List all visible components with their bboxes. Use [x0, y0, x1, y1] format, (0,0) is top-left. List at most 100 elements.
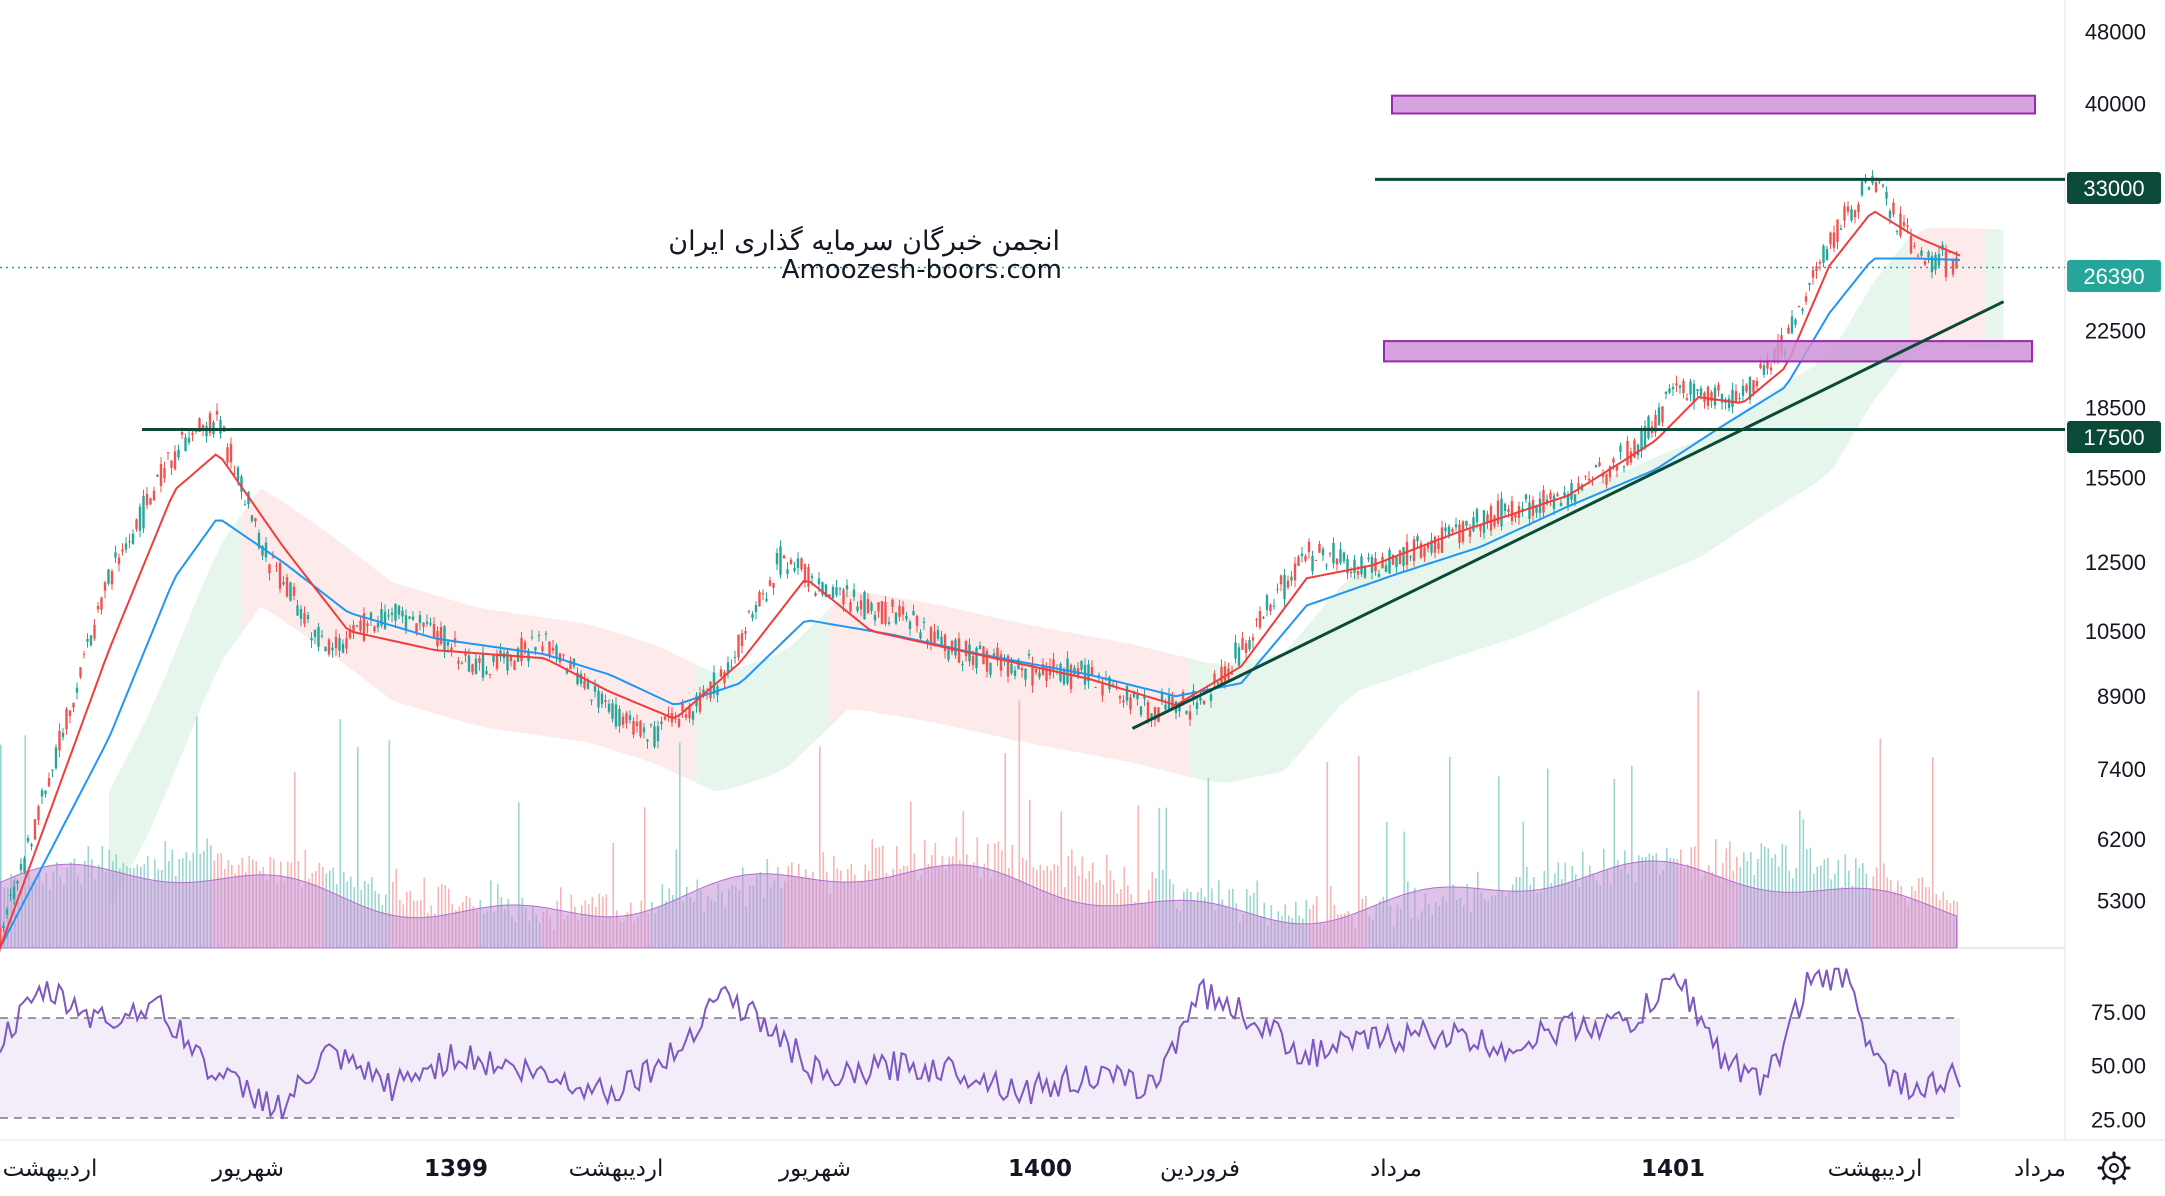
cloud-segment — [1018, 622, 1038, 745]
candle-body — [163, 468, 166, 479]
candle-body — [156, 475, 159, 477]
plot-background — [0, 0, 2065, 1196]
candle-body — [961, 664, 964, 666]
candle-body — [320, 635, 324, 637]
candle-body — [180, 432, 184, 435]
candle-body — [1738, 398, 1741, 400]
candle — [1031, 656, 1034, 693]
candle-body — [583, 680, 586, 689]
candle-body — [348, 629, 352, 639]
candle-body — [429, 623, 432, 625]
candle-body — [1146, 702, 1150, 722]
volume-bar — [294, 771, 296, 948]
candle — [1335, 558, 1339, 571]
candle — [303, 606, 306, 628]
candle — [432, 617, 436, 638]
candle — [807, 563, 810, 593]
cloud-segment — [904, 598, 924, 721]
candle — [1286, 575, 1290, 590]
candle-body — [369, 612, 373, 620]
settings-gear-icon[interactable] — [2097, 1151, 2131, 1185]
candle — [61, 728, 65, 741]
candle-body — [1020, 668, 1024, 671]
candle — [439, 621, 443, 646]
candle — [317, 623, 320, 652]
volume-bar — [1326, 762, 1329, 948]
time-axis[interactable]: اردیبهشت شهریور 1399 اردیبهشت شهریور 1400 فرور… — [3, 1156, 2066, 1182]
candle-body — [803, 564, 807, 583]
candle — [268, 563, 271, 581]
candle-body — [1346, 558, 1349, 574]
candle-body — [1927, 251, 1930, 258]
candle — [849, 598, 852, 615]
candle-body — [1647, 416, 1650, 439]
candle — [1395, 555, 1398, 573]
cloud-segment — [1302, 609, 1322, 751]
candle-body — [649, 724, 653, 726]
candle — [1850, 205, 1853, 223]
candle — [544, 630, 548, 641]
candle-body — [1031, 663, 1034, 686]
candle-body — [866, 599, 870, 613]
candle-body — [1923, 261, 1927, 265]
trendline[interactable] — [1131, 300, 2005, 730]
candle — [471, 663, 474, 676]
candle-body — [82, 653, 86, 655]
candle-body — [1591, 482, 1594, 484]
candle-body — [1741, 385, 1745, 396]
candle — [1269, 603, 1272, 615]
candle-body — [1013, 670, 1017, 676]
candle — [786, 562, 789, 579]
candle-body — [282, 582, 285, 585]
candle — [905, 611, 908, 622]
candle-body — [796, 558, 800, 568]
candle — [1801, 307, 1804, 315]
candle — [737, 634, 740, 661]
candle — [1136, 688, 1139, 706]
candle-body — [338, 638, 341, 651]
volume-bar — [1060, 811, 1063, 948]
candle — [1185, 710, 1188, 715]
candle-body — [250, 515, 254, 522]
rsi-axis[interactable]: 75.00 50.00 25.00 — [2091, 1000, 2146, 1133]
cloud-segment — [1378, 558, 1398, 684]
candle — [355, 624, 359, 628]
candle — [296, 599, 299, 616]
candle — [719, 665, 723, 677]
candle-body — [1822, 245, 1825, 263]
candle — [1923, 259, 1927, 267]
rsi-tick-label: 50.00 — [2091, 1054, 2146, 1079]
candle-body — [1622, 466, 1626, 468]
resistance-zone[interactable] — [1391, 94, 2036, 115]
candle — [1402, 547, 1405, 573]
cloud-segment — [1567, 487, 1587, 615]
candle — [838, 586, 842, 596]
candle-body — [138, 506, 142, 531]
candle-body — [1125, 686, 1129, 701]
candle-body — [278, 563, 282, 589]
cloud-segment — [790, 627, 810, 765]
candle — [1668, 384, 1671, 395]
candle-body — [1934, 254, 1937, 270]
candle — [1689, 378, 1692, 402]
candle-body — [681, 703, 684, 712]
candle — [142, 489, 145, 534]
candle-body — [1269, 604, 1272, 612]
candle — [814, 591, 817, 597]
support-zone[interactable] — [1383, 340, 2033, 363]
candle-body — [975, 647, 978, 669]
candle — [79, 667, 82, 680]
candle-body — [915, 616, 919, 626]
candle-body — [12, 886, 16, 899]
candle — [173, 445, 177, 471]
candle-body — [1748, 376, 1752, 400]
candle-body — [845, 585, 849, 590]
price-axis[interactable]: 48000 40000 22500 18500 15500 12500 10500 8900 7… — [2085, 20, 2146, 914]
candle — [1430, 532, 1433, 556]
candle-body — [411, 616, 415, 620]
candle — [135, 518, 138, 532]
time-tick-label: فروردین — [1160, 1156, 1240, 1182]
candle-body — [1804, 296, 1808, 302]
candle — [1318, 540, 1321, 553]
